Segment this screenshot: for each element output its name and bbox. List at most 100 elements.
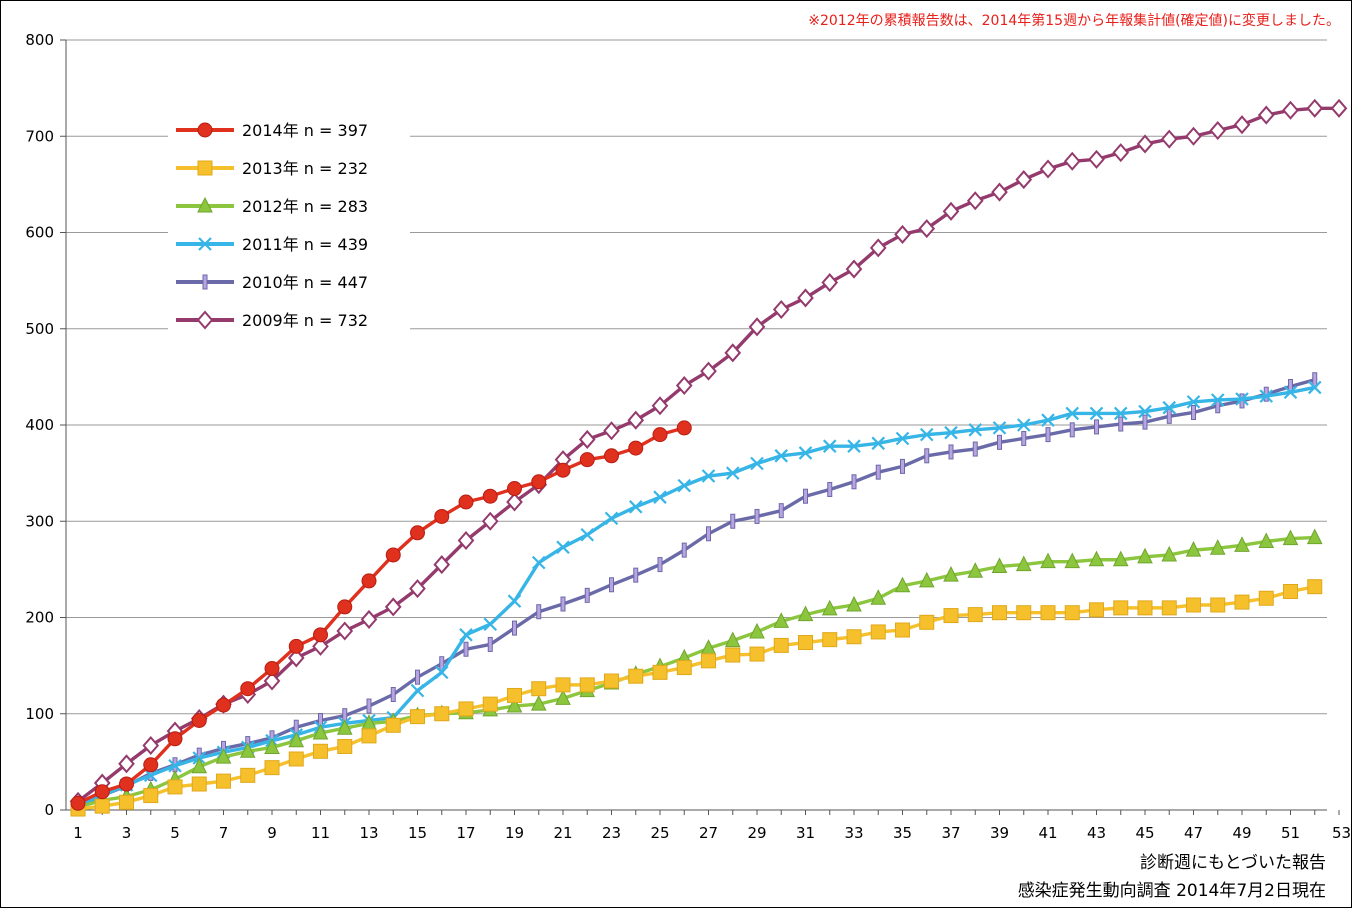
data-point-stroke	[459, 628, 473, 642]
data-point	[118, 754, 135, 774]
data-point-stroke	[1307, 380, 1322, 395]
data-point	[1021, 430, 1027, 446]
footer-line-2: 感染症発生動向調査 2014年7月2日現在	[1018, 881, 1326, 901]
data-point	[725, 647, 741, 663]
data-point	[1015, 170, 1033, 190]
data-point-stroke	[798, 446, 813, 460]
data-point	[967, 607, 983, 623]
chart-note: ※2012年の累積報告数は、2014年第15週から年報集計値(確定値)に変更しま…	[808, 12, 1340, 29]
data-point	[143, 757, 159, 773]
data-point-stroke	[919, 427, 934, 442]
data-point	[651, 396, 669, 416]
data-point	[579, 452, 595, 468]
data-point	[773, 612, 790, 628]
x-tick-label: 47	[1184, 824, 1203, 842]
data-point	[628, 440, 644, 456]
data-point	[1088, 149, 1105, 169]
data-point	[991, 182, 1008, 202]
data-point	[216, 773, 231, 789]
data-point	[677, 478, 692, 493]
data-point	[676, 420, 692, 436]
x-tick-label: 39	[990, 824, 1009, 842]
legend-item: 2014年 n = 397	[176, 121, 368, 140]
data-point	[143, 788, 159, 804]
legend-label: 2013年 n = 232	[242, 159, 368, 178]
x-tick-label: 9	[267, 824, 277, 842]
data-point	[778, 503, 784, 519]
data-point-stroke	[1016, 418, 1031, 432]
data-point	[798, 635, 813, 651]
data-point	[1259, 389, 1274, 403]
data-point	[482, 488, 498, 504]
data-point	[846, 629, 862, 645]
data-point	[706, 526, 711, 542]
data-point	[1162, 400, 1177, 415]
data-point	[313, 627, 328, 643]
data-point	[1069, 422, 1075, 438]
data-point	[507, 481, 522, 497]
data-point	[434, 665, 449, 680]
data-point	[919, 614, 935, 630]
series-2011	[71, 380, 1322, 812]
x-tick-label: 45	[1135, 824, 1154, 842]
data-point	[675, 376, 693, 396]
data-point	[1185, 541, 1202, 557]
data-point	[1045, 427, 1051, 443]
data-point	[1016, 418, 1031, 432]
data-point	[288, 751, 304, 767]
data-point	[167, 731, 183, 747]
data-point	[506, 492, 523, 512]
data-point	[366, 698, 372, 714]
data-point	[215, 747, 232, 764]
data-point	[1089, 406, 1104, 421]
legend-item: 2012年 n = 283	[176, 196, 368, 216]
data-point-stroke	[895, 431, 910, 446]
data-point	[604, 511, 619, 526]
data-point	[942, 201, 960, 221]
data-point-stroke	[1259, 389, 1274, 403]
y-tick-label: 500	[25, 320, 54, 338]
data-point	[287, 648, 305, 668]
data-point-stroke	[725, 466, 740, 480]
data-point	[142, 735, 160, 756]
data-point-stroke	[628, 500, 643, 514]
data-point	[1234, 594, 1250, 610]
data-point-stroke	[1210, 393, 1225, 407]
data-point-stroke	[847, 439, 861, 453]
x-tick-label: 29	[747, 824, 766, 842]
data-point-stroke	[871, 436, 886, 451]
data-point-stroke	[1113, 406, 1128, 421]
data-point	[507, 594, 522, 608]
x-tick-label: 27	[699, 824, 718, 842]
data-point	[197, 122, 213, 138]
data-point-stroke	[822, 439, 837, 453]
data-point	[773, 637, 789, 653]
data-point	[628, 668, 644, 684]
data-point	[1186, 395, 1201, 409]
data-point-stroke	[1065, 406, 1080, 421]
data-point	[506, 696, 523, 713]
data-point	[337, 599, 353, 615]
data-point-stroke	[1089, 406, 1104, 421]
data-point	[458, 701, 474, 717]
data-point	[560, 596, 566, 612]
data-point	[943, 608, 959, 624]
data-point	[167, 779, 183, 795]
data-point	[1257, 105, 1275, 125]
data-point-stroke	[604, 511, 619, 526]
data-point	[1015, 555, 1032, 572]
data-point	[1039, 159, 1057, 179]
data-point	[384, 597, 402, 617]
data-point	[797, 288, 814, 308]
data-point	[652, 427, 668, 443]
data-point	[1113, 600, 1129, 616]
data-point-stroke	[434, 665, 449, 680]
data-point	[944, 425, 958, 440]
data-point	[748, 317, 766, 337]
data-point-stroke	[1235, 392, 1249, 406]
data-point-stroke	[1138, 404, 1152, 419]
data-point	[1142, 414, 1148, 430]
legend-item: 2013年 n = 232	[176, 159, 368, 178]
series-2014	[70, 420, 692, 811]
data-point	[119, 776, 134, 792]
